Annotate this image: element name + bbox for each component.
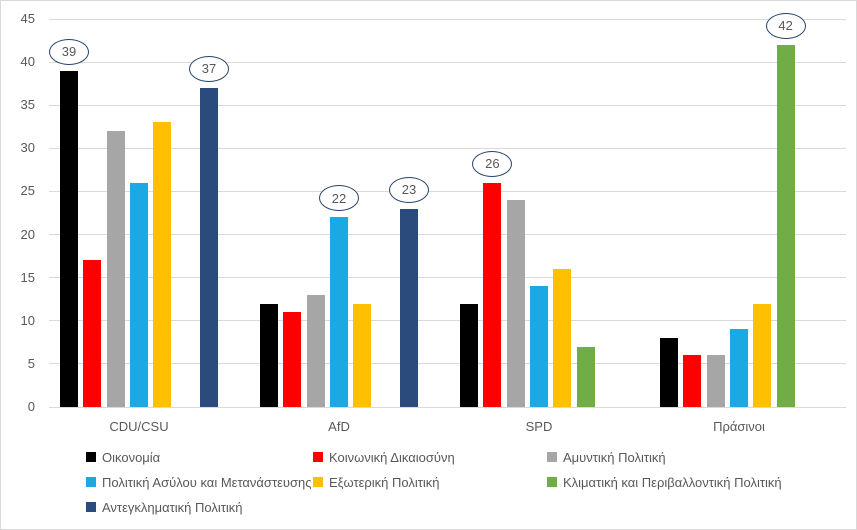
legend-label: Οικονομία bbox=[102, 449, 161, 465]
bar bbox=[729, 329, 748, 407]
legend-swatch bbox=[547, 452, 557, 462]
bar bbox=[153, 122, 172, 407]
y-axis-tick-label: 45 bbox=[20, 11, 35, 26]
gridline bbox=[49, 277, 846, 279]
legend-swatch bbox=[86, 477, 96, 487]
bar bbox=[506, 200, 525, 407]
legend-label: Κοινωνική Δικαιοσύνη bbox=[329, 449, 455, 465]
legend-swatch bbox=[313, 452, 323, 462]
gridline bbox=[49, 61, 846, 63]
x-axis-category-label: CDU/CSU bbox=[109, 419, 169, 434]
bar bbox=[576, 346, 595, 407]
bar bbox=[529, 286, 548, 407]
y-axis-tick-label: 15 bbox=[20, 269, 35, 285]
legend-label: Αντεγκληματική Πολιτική bbox=[102, 499, 243, 515]
legend-swatch bbox=[547, 477, 557, 487]
legend-label: Πολιτική Ασύλου και Μετανάστευσης bbox=[102, 474, 312, 490]
legend-label: Εξωτερική Πολιτική bbox=[329, 474, 440, 490]
gridline bbox=[49, 147, 846, 149]
legend-item: Κλιματική και Περιβαλλοντική Πολιτική bbox=[547, 474, 782, 490]
data-callout: 39 bbox=[49, 38, 89, 65]
bar bbox=[60, 70, 78, 407]
legend-swatch bbox=[86, 502, 96, 512]
bar bbox=[399, 208, 418, 407]
data-callout: 22 bbox=[318, 185, 359, 212]
legend-item: Κοινωνική Δικαιοσύνη bbox=[313, 449, 455, 465]
bar bbox=[353, 303, 372, 407]
gridline bbox=[49, 18, 846, 20]
data-callout: 23 bbox=[388, 176, 429, 203]
legend-item: Εξωτερική Πολιτική bbox=[313, 474, 440, 490]
legend-item: Αμυντική Πολιτική bbox=[547, 449, 666, 465]
y-axis-tick-label: 35 bbox=[20, 97, 35, 113]
bar bbox=[483, 182, 502, 407]
legend-item: Οικονομία bbox=[86, 449, 160, 465]
legend-item: Αντεγκληματική Πολιτική bbox=[86, 499, 242, 515]
bar bbox=[306, 294, 325, 407]
y-axis-tick-label: 20 bbox=[20, 226, 35, 242]
gridline bbox=[49, 406, 846, 408]
bar bbox=[683, 355, 702, 407]
bar bbox=[199, 87, 218, 407]
data-callout: 42 bbox=[765, 12, 806, 39]
bar bbox=[329, 217, 348, 407]
x-axis-category-label: AfD bbox=[328, 419, 350, 434]
bar bbox=[260, 303, 278, 407]
bar bbox=[660, 338, 678, 407]
bar bbox=[553, 269, 572, 407]
bar bbox=[129, 182, 148, 407]
bar bbox=[776, 44, 795, 407]
gridline bbox=[49, 234, 846, 236]
gridline bbox=[49, 190, 846, 192]
y-axis-tick-label: 5 bbox=[27, 355, 35, 371]
gridline bbox=[49, 104, 846, 106]
plot-area bbox=[49, 18, 846, 408]
legend-swatch bbox=[86, 452, 96, 462]
bar bbox=[283, 312, 302, 407]
y-axis-tick-label: 40 bbox=[20, 54, 35, 70]
x-axis-category-label: SPD bbox=[525, 419, 553, 434]
bar bbox=[460, 303, 478, 407]
y-axis-tick-label: 25 bbox=[20, 183, 35, 199]
bar bbox=[753, 303, 772, 407]
legend-swatch bbox=[313, 477, 323, 487]
x-axis-category-label: Πράσινοι bbox=[713, 419, 765, 434]
data-callout: 37 bbox=[188, 55, 229, 82]
y-axis-tick-label: 0 bbox=[27, 399, 35, 414]
data-callout: 26 bbox=[472, 150, 513, 177]
bar bbox=[706, 355, 725, 407]
gridline bbox=[49, 363, 846, 365]
y-axis-tick-label: 10 bbox=[20, 312, 35, 328]
legend-label: Κλιματική και Περιβαλλοντική Πολιτική bbox=[563, 474, 782, 490]
y-axis-tick-label: 30 bbox=[20, 140, 35, 156]
legend-item: Πολιτική Ασύλου και Μετανάστευσης bbox=[86, 474, 312, 490]
bar bbox=[106, 131, 125, 407]
bar bbox=[83, 260, 102, 407]
gridline bbox=[49, 320, 846, 322]
legend-label: Αμυντική Πολιτική bbox=[563, 449, 666, 465]
